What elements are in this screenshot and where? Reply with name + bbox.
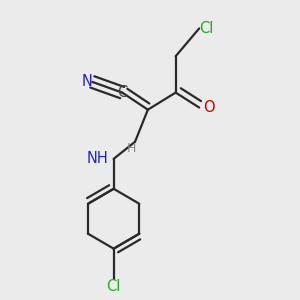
Text: NH: NH [87,152,108,166]
Text: Cl: Cl [199,21,214,36]
Text: C: C [117,85,127,100]
Text: Cl: Cl [106,279,121,294]
Text: H: H [127,142,136,155]
Text: N: N [81,74,92,89]
Text: O: O [203,100,215,115]
